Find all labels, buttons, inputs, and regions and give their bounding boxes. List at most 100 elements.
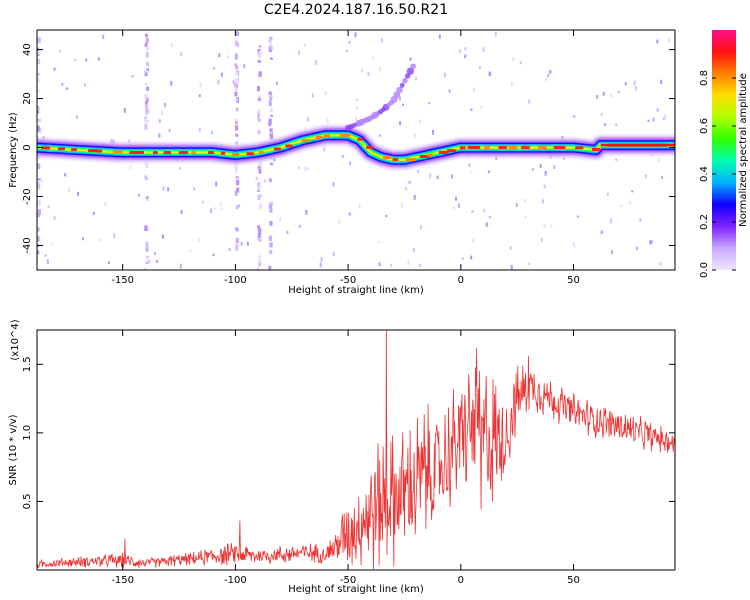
colorbar: 0.0 0.2 0.4 0.6 0.8 Normalized spectral ampl… — [699, 30, 749, 278]
spectrogram-noise-dot — [279, 217, 282, 222]
spectrogram-streak-dot — [257, 109, 261, 113]
spectrogram-noise-dot — [657, 157, 660, 163]
spectrogram-streak-dot — [257, 166, 261, 169]
spectrogram-noise-dot — [515, 203, 518, 208]
spectrogram-streak-dot — [37, 73, 40, 76]
spectrogram-noise-dot — [198, 128, 201, 132]
spectrogram-noise-dot — [600, 230, 603, 235]
spectrogram-streak-dot — [37, 178, 41, 181]
spectrogram-noise-dot — [220, 207, 223, 210]
spectrogram-noise-dot — [478, 66, 481, 69]
snr-x-tick-label: -50 — [340, 575, 356, 586]
spectrogram-streak-dot — [257, 97, 261, 101]
spectrogram-noise-dot — [470, 171, 473, 174]
spectrogram-x-axis-label: Height of straight line (km) — [288, 285, 424, 296]
spectrogram-streak-dot — [144, 33, 148, 37]
spectrogram-noise-dot — [358, 204, 361, 209]
spectrogram-noise-dot — [215, 181, 218, 187]
spectrogram-streak-dot — [144, 225, 148, 232]
spectrogram-noise-dot — [461, 257, 464, 260]
spectrogram-noise-dot — [543, 184, 546, 189]
spectrogram-noise-dot — [85, 58, 88, 62]
spectrogram-noise-dot — [84, 82, 87, 87]
spectrogram-noise-dot — [639, 217, 642, 222]
spectrogram-x-tick-label: -150 — [111, 275, 134, 286]
spectrogram-y-tick-label: -20 — [22, 188, 33, 204]
spectrogram-streak-dot — [257, 95, 261, 99]
spectrogram-hotspot — [467, 146, 478, 150]
spectrogram-streak-dot — [37, 226, 40, 231]
spectrogram-noise-dot — [615, 158, 618, 161]
spectrogram-streak-dot — [257, 113, 261, 120]
spectrogram-streak-dot — [37, 118, 41, 122]
spectrogram-noise-dot — [519, 61, 522, 65]
spectrogram-x-tick-label: -100 — [224, 275, 247, 286]
spectrogram-streak-dot — [256, 189, 260, 193]
spectrogram-noise-dot — [511, 57, 514, 62]
spectrogram-noise-dot — [656, 39, 659, 44]
spectrogram-noise-dot — [402, 103, 405, 106]
spectrogram-streak-dot — [235, 107, 239, 112]
spectrogram-noise-dot — [429, 173, 432, 179]
spectrogram-y-tick-label: 40 — [22, 43, 33, 56]
spectrogram-noise-dot — [307, 116, 310, 122]
spectrogram-streak-dot — [37, 39, 41, 44]
spectrogram-noise-dot — [131, 75, 134, 78]
spectrogram-noise-dot — [413, 194, 416, 200]
spectrogram-streak-dot — [235, 40, 239, 47]
spectrogram-streak-dot — [258, 203, 262, 209]
spectrogram-streak-dot — [269, 107, 273, 113]
spectrogram-streak-dot — [270, 133, 274, 140]
spectrogram-noise-dot — [332, 251, 335, 257]
spectrogram-noise-dot — [488, 71, 491, 77]
spectrogram-streak-dot — [268, 265, 272, 270]
spectrogram-noise-dot — [528, 99, 531, 104]
spectrogram-hotspot — [207, 150, 215, 154]
spectrogram-noise-dot — [379, 134, 382, 137]
snr-x-tick-label: -100 — [224, 575, 247, 586]
spectrogram-noise-dot — [297, 166, 300, 169]
spectrogram-noise-dot — [509, 246, 512, 250]
spectrogram-y-ticks: -40 -20 0 20 40 — [22, 43, 675, 254]
spectrogram-noise-dot — [210, 208, 213, 214]
spectrogram-noise-dot — [527, 262, 530, 266]
spectrogram-hotspot — [246, 152, 255, 156]
spectrogram-noise-dot — [129, 165, 132, 170]
spectrogram-noise-dot — [92, 211, 95, 215]
spectrogram-noise-dot — [617, 91, 620, 94]
spectrogram-streak-dot — [144, 118, 148, 124]
spectrogram-noise-dot — [650, 240, 653, 244]
spectrogram-noise-dot — [50, 242, 53, 246]
spectrogram-hotspot — [95, 149, 103, 153]
dispersed-branch-dot — [396, 86, 403, 94]
spectrogram-streak-dot — [257, 130, 261, 135]
spectrogram-noise-dot — [610, 93, 613, 98]
spectrogram-noise-dot — [510, 265, 513, 270]
spectrogram-noise-dot — [218, 53, 221, 58]
spectrogram-noise-dot — [338, 219, 341, 224]
spectrogram-noise-dot — [664, 114, 667, 119]
spectrogram-streak-dot — [144, 162, 148, 168]
spectrogram-streak-dot — [268, 178, 272, 183]
spectrogram-noise-dot — [418, 263, 421, 267]
spectrogram-streak-dot — [269, 94, 273, 101]
spectrogram-noise-dot — [319, 262, 322, 268]
spectrogram-streak-dot — [268, 91, 272, 95]
spectrogram-noise-dot — [161, 234, 164, 239]
spectrogram-noise-dot — [417, 169, 420, 174]
spectrogram-noise-dot — [345, 50, 348, 53]
spectrogram-streak-dot — [234, 120, 238, 125]
spectrogram-hotspot — [438, 150, 449, 154]
spectrogram-hotspot — [575, 146, 584, 150]
spectrogram-noise-dot — [228, 248, 231, 252]
spectrogram-noise-dot — [138, 193, 141, 197]
spectrogram-noise-dot — [464, 54, 467, 58]
spectrogram-streak-dot — [269, 36, 273, 40]
spectrogram-frame — [36, 29, 676, 271]
spectrogram-streak-dot — [235, 87, 239, 93]
spectrogram-noise-dot — [378, 66, 381, 71]
spectrogram-noise-dot — [179, 263, 182, 269]
spectrogram-y-tick-label: -40 — [22, 237, 33, 253]
spectrogram-noise-dot — [58, 50, 61, 53]
spectrogram-streak-dot — [37, 235, 40, 242]
